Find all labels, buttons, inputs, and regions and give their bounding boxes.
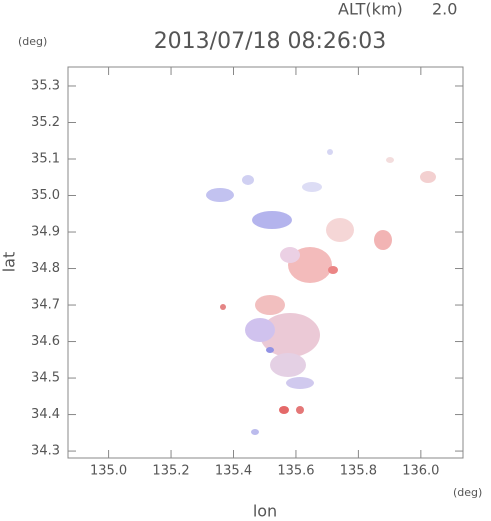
- x-tick-label: 135.2: [152, 464, 189, 479]
- chart-title: 2013/07/18 08:26:03: [154, 29, 387, 54]
- altitude-value: 2.0: [432, 0, 457, 19]
- y-tick-label: 35.0: [31, 188, 60, 203]
- y-tick-label: 34.6: [31, 334, 60, 349]
- y-tick-label: 34.5: [31, 371, 60, 386]
- x-tick-label: 135.8: [340, 464, 377, 479]
- axes: [68, 67, 463, 458]
- plot-frame: [67, 66, 464, 459]
- y-label: lat: [0, 252, 19, 273]
- y-tick-label: 35.2: [31, 115, 60, 130]
- x-tick-label: 136.0: [402, 464, 439, 479]
- radar-echo: [206, 149, 436, 435]
- y-unit: (deg): [18, 35, 47, 48]
- x-tick-label: 135.0: [90, 464, 127, 479]
- y-tick-label: 34.9: [31, 225, 60, 240]
- x-tick-label: 135.6: [277, 464, 314, 479]
- x-tick-label: 135.4: [215, 464, 252, 479]
- y-tick-label: 34.7: [31, 298, 60, 313]
- y-tick-label: 35.1: [31, 152, 60, 167]
- x-label: lon: [253, 502, 277, 521]
- altitude-label: ALT(km): [338, 0, 403, 19]
- y-tick-label: 34.4: [31, 407, 60, 422]
- x-unit: (deg): [453, 486, 482, 499]
- y-tick-label: 34.3: [31, 444, 60, 459]
- y-tick-label: 35.3: [31, 78, 60, 93]
- y-tick-label: 34.8: [31, 261, 60, 276]
